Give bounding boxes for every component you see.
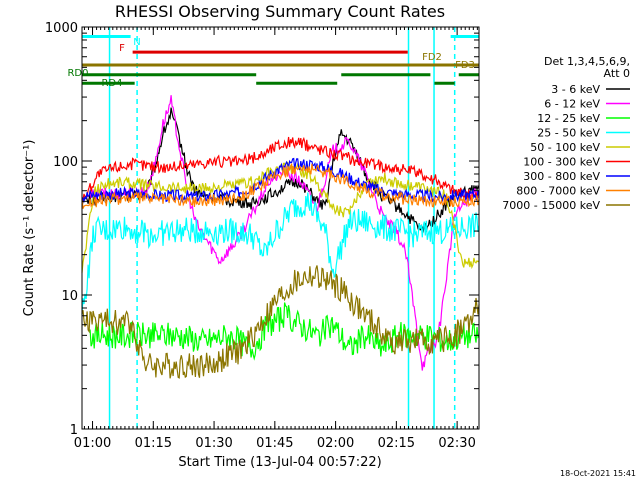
series-line bbox=[81, 192, 480, 315]
x-axis-label: Start Time (13-Jul-04 00:57:22) bbox=[178, 455, 381, 470]
legend-item-label: 100 - 300 keV bbox=[523, 156, 600, 169]
x-tick-label: 01:00 bbox=[74, 436, 111, 451]
x-tick-label: 01:45 bbox=[256, 436, 293, 451]
y-tick-label: 10 bbox=[61, 289, 78, 304]
y-tick-label: 1 bbox=[70, 423, 78, 438]
plot-frame bbox=[81, 26, 480, 430]
y-tick-label: 100 bbox=[53, 155, 78, 170]
legend-item-label: 12 - 25 keV bbox=[537, 112, 600, 125]
x-tick-label: 01:15 bbox=[135, 436, 172, 451]
chart-title: RHESSI Observing Summary Count Rates bbox=[115, 2, 445, 21]
series-line bbox=[89, 302, 480, 361]
legend-header: Det 1,3,4,5,6,9, bbox=[544, 55, 630, 68]
legend: Det 1,3,4,5,6,9,Att 0 3 - 6 keV 6 - 12 keV… bbox=[502, 55, 630, 212]
x-tick-label: 01:30 bbox=[195, 436, 232, 451]
legend-item-label: 6 - 12 keV bbox=[544, 98, 600, 111]
legend-item-label: 7000 - 15000 keV bbox=[502, 199, 600, 212]
axis-layer: 01:00 01:15 01:30 01:45 02:00 02:15 02:30 1 10 10… bbox=[45, 21, 479, 451]
y-axis-label: Count Rate (s⁻¹ detector⁻¹) bbox=[22, 140, 37, 317]
series-layer bbox=[81, 95, 480, 379]
legend-item-label: 300 - 800 keV bbox=[523, 170, 600, 183]
flag-label: FD2 bbox=[422, 52, 442, 63]
legend-header: Att 0 bbox=[604, 67, 630, 80]
x-tick-label: 02:15 bbox=[378, 436, 415, 451]
flag-label: RD4 bbox=[101, 78, 122, 89]
flag-label: F bbox=[119, 43, 125, 54]
x-tick-label: 02:00 bbox=[317, 436, 354, 451]
timestamp: 18-Oct-2021 15:41 bbox=[560, 469, 636, 478]
flag-label: N bbox=[133, 37, 140, 48]
legend-item-label: 800 - 7000 keV bbox=[516, 185, 600, 198]
series-line bbox=[81, 265, 480, 379]
vertical-markers bbox=[108, 27, 456, 429]
legend-item-label: 50 - 100 keV bbox=[530, 141, 600, 154]
series-line bbox=[81, 163, 480, 209]
series-line bbox=[81, 161, 480, 273]
y-tick-label: 1000 bbox=[45, 21, 78, 36]
flag-bars: NF FD2 FD3 RD0 RD4 bbox=[67, 34, 479, 89]
x-tick-label: 02:30 bbox=[438, 436, 475, 451]
legend-item-label: 3 - 6 keV bbox=[551, 83, 600, 96]
flag-label: RD0 bbox=[67, 68, 88, 79]
flag-label: FD3 bbox=[455, 60, 475, 71]
series-line bbox=[81, 136, 480, 205]
legend-item-label: 25 - 50 keV bbox=[537, 127, 600, 140]
